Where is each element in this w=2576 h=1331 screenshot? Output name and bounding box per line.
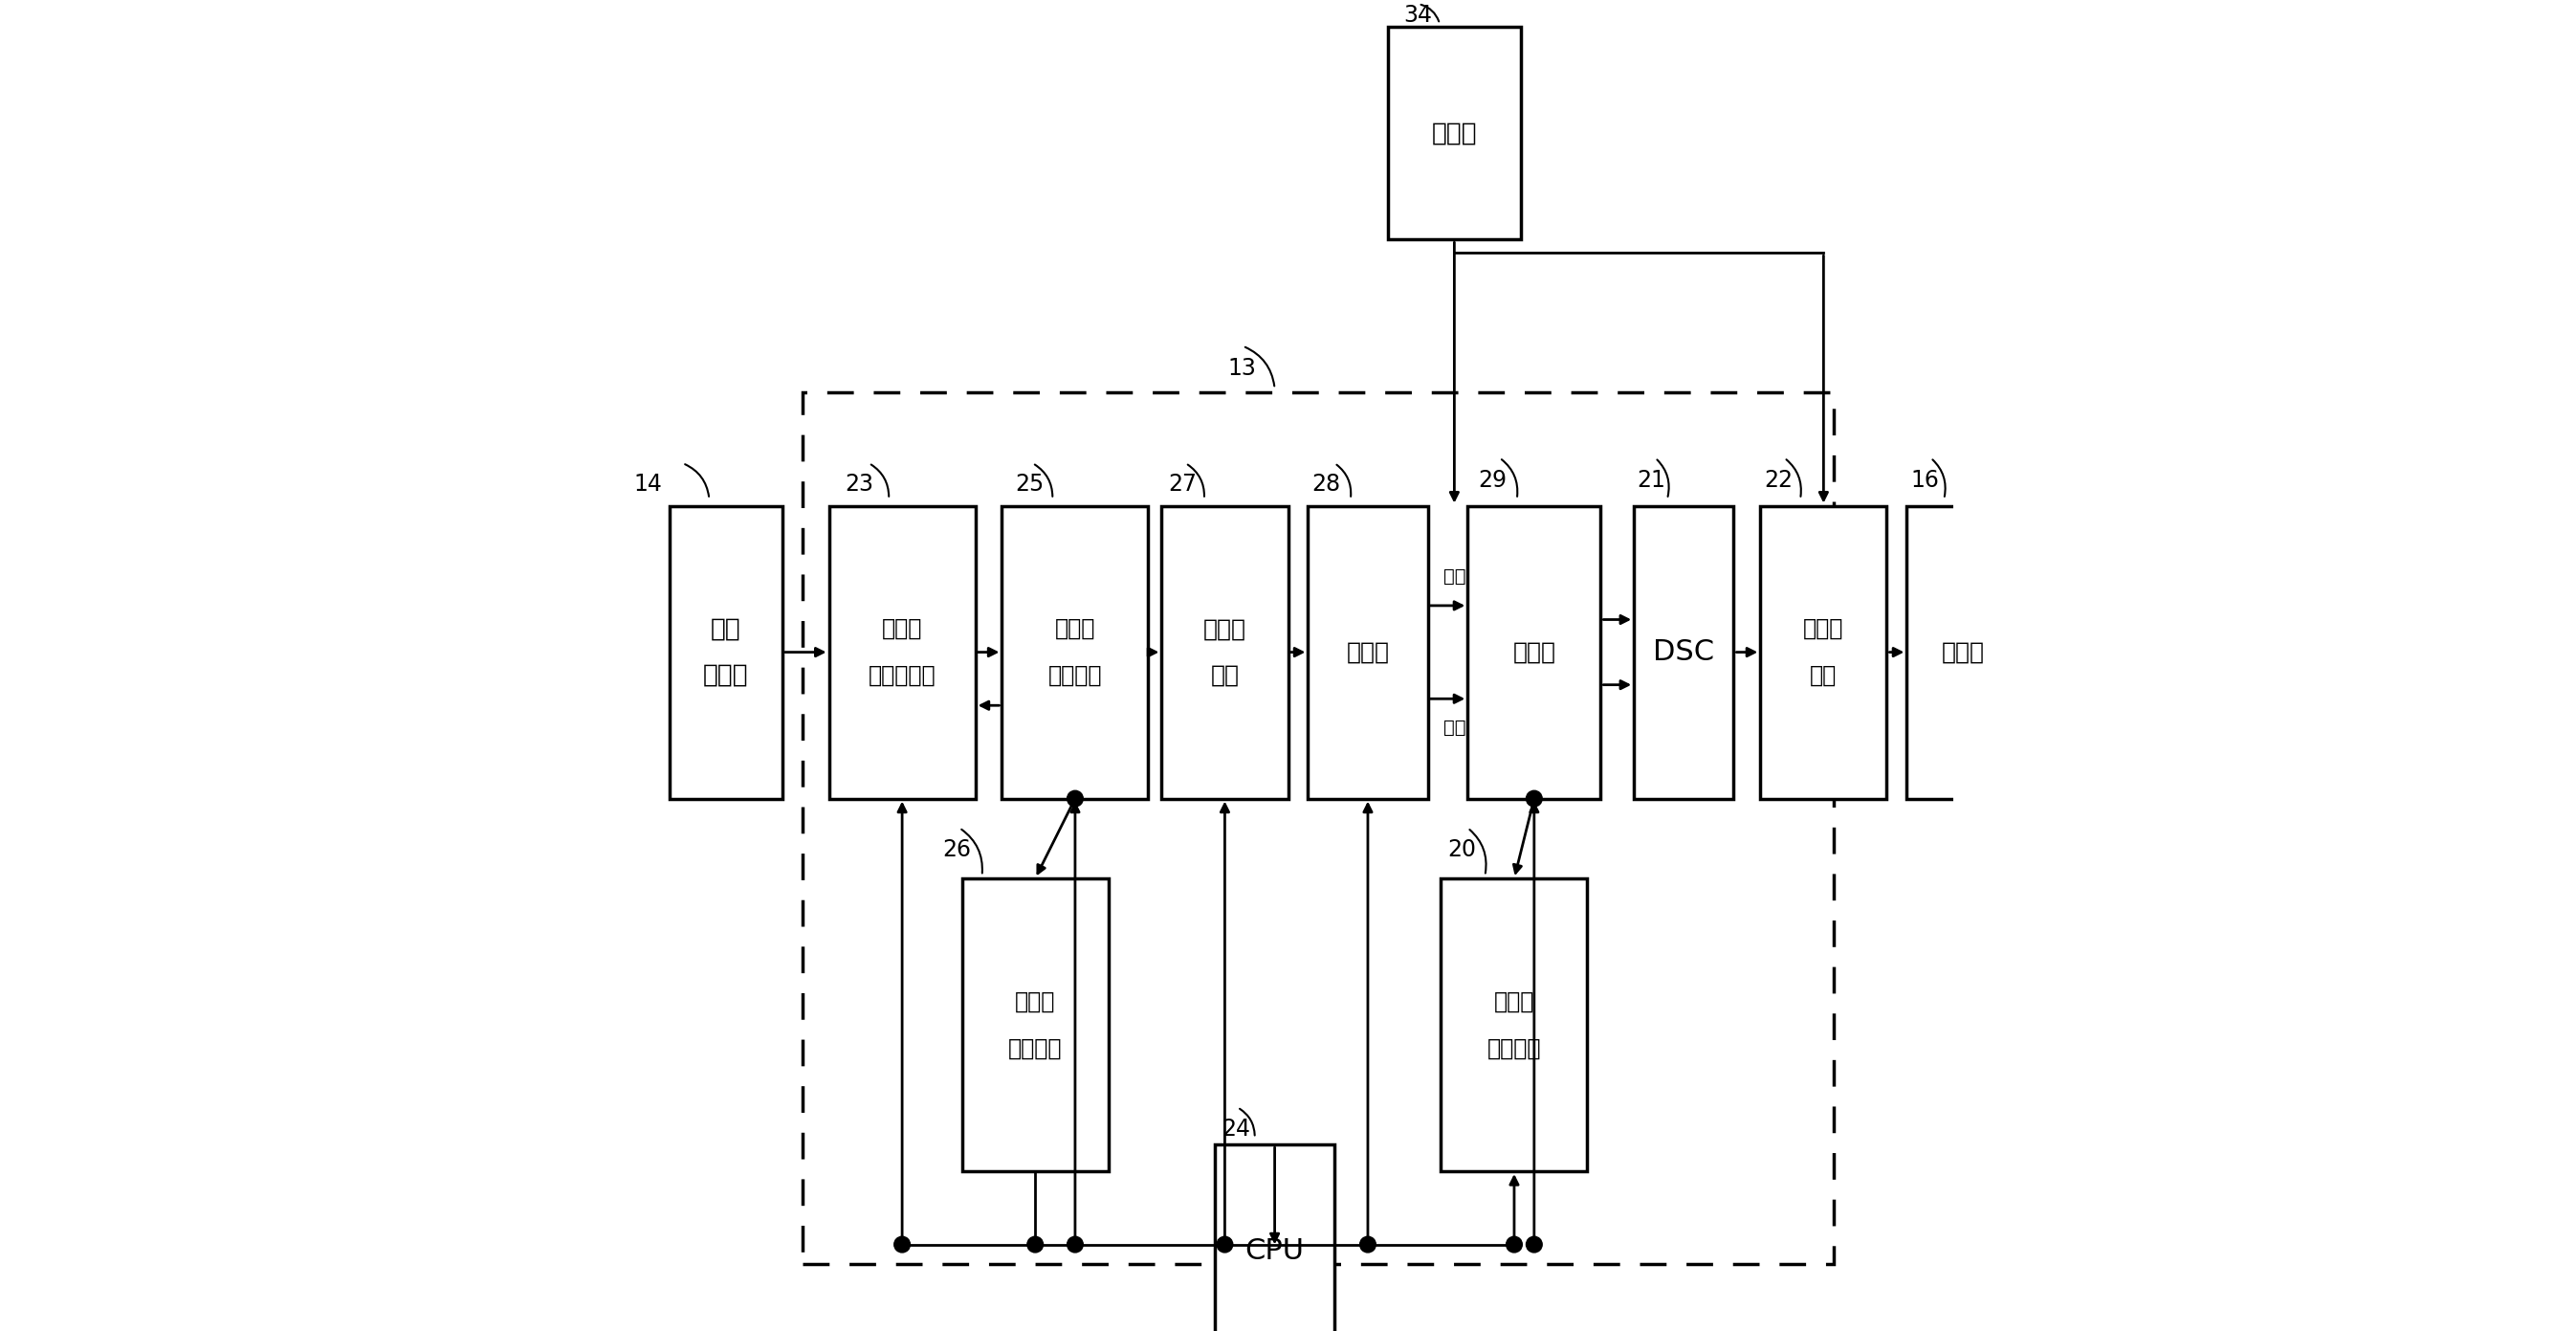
Text: 控制部: 控制部 — [1803, 618, 1844, 640]
Text: 探头: 探头 — [711, 616, 742, 642]
Text: 29: 29 — [1479, 469, 1507, 491]
FancyBboxPatch shape — [1162, 506, 1288, 799]
Text: 延迟数据: 延迟数据 — [1007, 1037, 1061, 1059]
FancyBboxPatch shape — [1759, 506, 1886, 799]
Text: 24: 24 — [1221, 1118, 1249, 1141]
Circle shape — [1028, 1236, 1043, 1252]
Circle shape — [1525, 1236, 1543, 1252]
Text: 21: 21 — [1636, 469, 1664, 491]
Text: 信息部: 信息部 — [881, 618, 922, 640]
Text: 26: 26 — [943, 839, 971, 861]
Text: 22: 22 — [1765, 469, 1793, 491]
Text: 相位: 相位 — [1211, 664, 1239, 687]
Text: CPU: CPU — [1244, 1238, 1303, 1264]
Text: 运算部: 运算部 — [1512, 640, 1556, 664]
Text: 监视器: 监视器 — [1942, 640, 1984, 664]
FancyBboxPatch shape — [1906, 506, 2020, 799]
Circle shape — [1507, 1236, 1522, 1252]
Text: 实部: 实部 — [1443, 567, 1466, 586]
Text: 存储部: 存储部 — [1015, 990, 1056, 1013]
Text: DSC: DSC — [1654, 639, 1716, 666]
FancyBboxPatch shape — [670, 506, 783, 799]
Text: 16: 16 — [1911, 469, 1940, 491]
FancyBboxPatch shape — [1002, 506, 1149, 799]
Text: 14: 14 — [634, 473, 662, 495]
Circle shape — [1216, 1236, 1234, 1252]
FancyBboxPatch shape — [1633, 506, 1734, 799]
FancyBboxPatch shape — [1309, 506, 1427, 799]
Text: 血压计: 血压计 — [1432, 121, 1476, 145]
FancyBboxPatch shape — [1388, 27, 1520, 240]
Circle shape — [894, 1236, 909, 1252]
Circle shape — [1525, 791, 1543, 807]
Circle shape — [1066, 1236, 1082, 1252]
Text: 20: 20 — [1448, 839, 1476, 861]
Text: 存储部: 存储部 — [1494, 990, 1535, 1013]
Circle shape — [1360, 1236, 1376, 1252]
FancyBboxPatch shape — [961, 878, 1108, 1171]
Text: 25: 25 — [1015, 473, 1043, 495]
FancyBboxPatch shape — [1216, 1145, 1334, 1331]
FancyBboxPatch shape — [1440, 878, 1587, 1171]
Text: 34: 34 — [1404, 4, 1432, 27]
Text: 28: 28 — [1311, 473, 1340, 495]
Text: 延迟时间: 延迟时间 — [1048, 664, 1103, 687]
FancyBboxPatch shape — [829, 506, 976, 799]
Text: 23: 23 — [845, 473, 873, 495]
Text: 控制部: 控制部 — [1054, 618, 1095, 640]
Text: 27: 27 — [1170, 473, 1198, 495]
FancyBboxPatch shape — [1468, 506, 1600, 799]
Text: 13: 13 — [1229, 357, 1257, 379]
Text: 滤波器: 滤波器 — [1347, 640, 1388, 664]
Circle shape — [1066, 791, 1082, 807]
Text: 检波部: 检波部 — [1203, 618, 1247, 640]
Text: 超声波收发: 超声波收发 — [868, 664, 935, 687]
Text: 运算数据: 运算数据 — [1486, 1037, 1540, 1059]
Text: 超声波: 超声波 — [703, 663, 750, 688]
Text: 显示: 显示 — [1811, 664, 1837, 687]
Text: 虚部: 虚部 — [1443, 719, 1466, 737]
